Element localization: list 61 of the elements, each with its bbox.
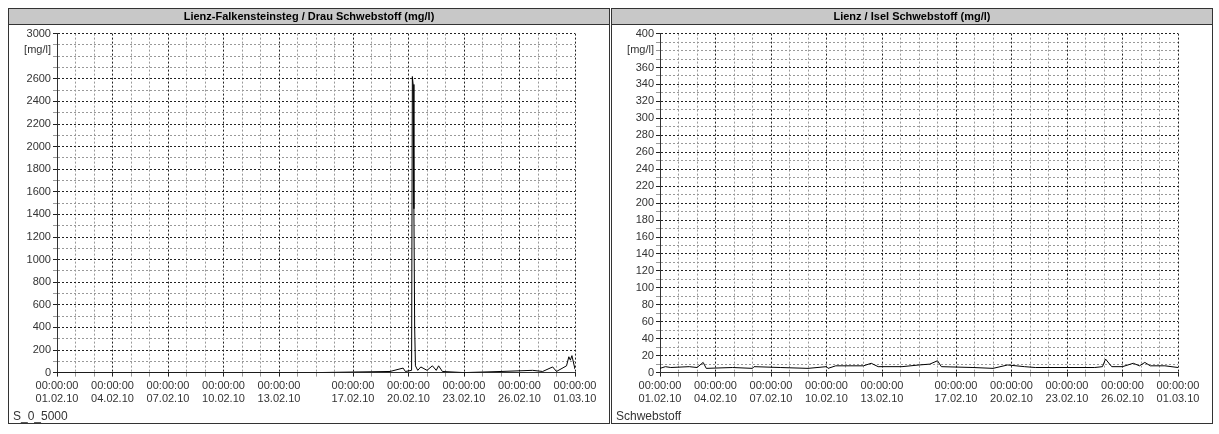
x-tick-label: 00:00:00 26.02.10 <box>498 379 541 405</box>
x-tick-label: 00:00:00 20.02.10 <box>990 379 1033 405</box>
chart-title: Lienz-Falkensteinsteg / Drau Schwebstoff (mg/l) <box>9 9 609 25</box>
y-tick-label: 0 <box>647 365 654 378</box>
y-tick-label: 800 <box>32 275 51 288</box>
text: Schwebstoff <box>616 409 682 423</box>
y-tick-label: 1200 <box>26 230 51 243</box>
x-tick-label: 00:00:00 07.02.10 <box>146 379 190 405</box>
x-tick-label: 00:00:00 10.02.10 <box>202 379 245 405</box>
x-tick-label: 00:00:00 04.02.10 <box>91 379 134 405</box>
y-tick-label: 2200 <box>26 117 51 130</box>
y-tick-label: 3000 <box>26 26 51 39</box>
x-tick-label: 00:00:00 23.02.10 <box>1045 379 1089 405</box>
x-tick-label: 00:00:00 01.03.10 <box>1156 379 1200 405</box>
y-tick-label: 160 <box>635 230 654 243</box>
x-tick-label: 00:00:00 04.02.10 <box>694 379 737 405</box>
y-tick-label: 400 <box>635 26 654 39</box>
y-tick-label: 260 <box>635 145 654 158</box>
y-tick-label: 100 <box>635 280 654 293</box>
y-tick-label: 2000 <box>26 139 51 152</box>
y-tick-label: 280 <box>635 128 654 141</box>
y-tick-label: 140 <box>635 246 654 259</box>
text: S_0_5000 <box>13 409 68 423</box>
y-tick-label: 360 <box>635 60 654 73</box>
x-tick-label: 00:00:00 17.02.10 <box>331 379 375 405</box>
y-tick-label: 0 <box>44 365 51 378</box>
x-tick-label: 00:00:00 01.02.10 <box>638 379 682 405</box>
y-tick-label: 200 <box>32 343 51 356</box>
y-tick-label: 320 <box>635 94 654 107</box>
y-tick-label: 1800 <box>26 162 51 175</box>
y-axis-title: [mg/l] <box>627 42 654 55</box>
y-tick-label: 2400 <box>26 94 51 107</box>
x-tick-label: 00:00:00 17.02.10 <box>934 379 978 405</box>
y-tick-label: 20 <box>641 348 654 361</box>
x-tick-label: 00:00:00 07.02.10 <box>749 379 793 405</box>
y-tick-label: 1000 <box>26 252 51 265</box>
y-tick-label: 300 <box>635 111 654 124</box>
y-tick-label: 240 <box>635 162 654 175</box>
y-tick-label: 180 <box>635 213 654 226</box>
y-tick-label: 2600 <box>26 71 51 84</box>
y-tick-label: 80 <box>641 297 654 310</box>
x-tick-label: 00:00:00 01.02.10 <box>35 379 79 405</box>
x-tick-label: 00:00:00 13.02.10 <box>860 379 904 405</box>
x-tick-label: 00:00:00 26.02.10 <box>1101 379 1144 405</box>
y-tick-label: 60 <box>641 314 654 327</box>
y-tick-label: 400 <box>32 320 51 333</box>
x-tick-label: 00:00:00 23.02.10 <box>442 379 486 405</box>
x-tick-label: 00:00:00 10.02.10 <box>805 379 848 405</box>
y-tick-label: 200 <box>635 196 654 209</box>
y-tick-label: 340 <box>635 77 654 90</box>
chart-title: Lienz / Isel Schwebstoff (mg/l) <box>612 9 1212 25</box>
y-tick-label: 600 <box>32 297 51 310</box>
y-tick-label: 1400 <box>26 207 51 220</box>
y-axis-title: [mg/l] <box>24 42 51 55</box>
y-tick-label: 120 <box>635 263 654 276</box>
x-tick-label: 00:00:00 13.02.10 <box>257 379 301 405</box>
y-tick-label: 1600 <box>26 184 51 197</box>
x-tick-label: 00:00:00 20.02.10 <box>387 379 430 405</box>
y-tick-label: 40 <box>641 331 654 344</box>
y-tick-label: 220 <box>635 179 654 192</box>
x-tick-label: 00:00:00 01.03.10 <box>553 379 597 405</box>
